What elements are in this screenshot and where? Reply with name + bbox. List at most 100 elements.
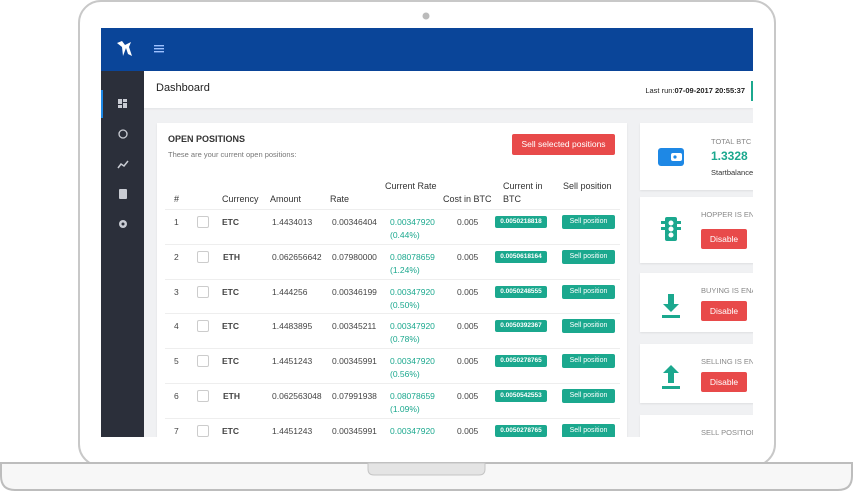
sell-button[interactable]: Sell position <box>562 354 615 369</box>
sell-button[interactable]: Sell position <box>562 389 615 403</box>
currency: ETH <box>223 251 240 262</box>
card-title: OPEN POSITIONS <box>168 134 246 144</box>
status-card: BUYING IS ENABLED Disable <box>640 273 753 332</box>
disable-button[interactable]: Disable <box>701 301 747 321</box>
current-rate: 0.00347920 <box>390 356 435 367</box>
column-header: Current Rate <box>385 181 437 191</box>
page-title: Dashboard <box>156 82 210 94</box>
row-number: 3 <box>174 286 179 297</box>
change-percent: (0.44%) <box>390 230 420 240</box>
screen: Dashboard Last run:07-09-2017 20:55:37 O… <box>101 28 753 437</box>
currency: ETC <box>222 356 239 367</box>
change-percent: (0.50%) <box>390 299 420 310</box>
currency: ETH <box>223 391 240 401</box>
current-btc: 0.0050248555 <box>495 285 547 298</box>
rate: 0.07991938 <box>332 391 377 401</box>
logo <box>117 41 132 56</box>
cost: 0.005 <box>457 251 479 262</box>
current-btc: 0.0050392367 <box>495 320 547 333</box>
change-percent: (1.24%) <box>390 264 420 275</box>
row-divider <box>165 209 620 210</box>
sell-button[interactable]: Sell position <box>562 423 615 437</box>
sell-button[interactable]: Sell position <box>562 319 615 334</box>
row-divider <box>165 417 620 419</box>
sell-selected-button[interactable]: Sell selected positions <box>512 134 615 155</box>
status-card: SELLING IS ENABLED Disable <box>640 344 753 403</box>
checkbox[interactable] <box>197 285 209 298</box>
rate: 0.00345991 <box>332 356 377 367</box>
rate: 0.00345211 <box>332 321 377 332</box>
row-number: 7 <box>174 425 179 436</box>
row-number: 5 <box>174 356 179 367</box>
current-rate: 0.08078659 <box>390 251 435 262</box>
current-btc: 0.0050542553 <box>495 390 547 402</box>
card-icon <box>661 217 681 241</box>
rate: 0.00346199 <box>332 286 377 297</box>
menu-icon[interactable] <box>154 44 166 54</box>
row-number: 1 <box>174 217 179 227</box>
column-header: # <box>174 194 180 204</box>
row-divider <box>165 383 620 384</box>
cost: 0.005 <box>457 356 479 367</box>
card-value: 1.3328 <box>711 149 748 163</box>
active-indicator <box>101 90 103 118</box>
card-subtitle: These are your current open positions: <box>168 150 297 159</box>
sidebar-icons[interactable] <box>117 98 129 238</box>
amount: 1.444256 <box>272 286 308 297</box>
change-percent: (0.78%) <box>390 334 420 345</box>
currency: ETC <box>222 286 239 297</box>
current-btc: 0.0050278765 <box>495 355 547 368</box>
checkbox[interactable] <box>197 390 209 402</box>
change-percent: (0.56%) <box>390 369 420 380</box>
checkbox[interactable] <box>197 250 209 263</box>
card-label: SELLING IS ENABLED <box>701 357 753 366</box>
current-rate: 0.00347920 <box>390 425 435 436</box>
amount: 1.4451243 <box>272 356 313 367</box>
row-divider <box>165 243 620 245</box>
row-number: 4 <box>174 321 179 332</box>
last-run-value: 07-09-2017 20:55:37 <box>674 86 745 95</box>
card-icon <box>662 294 680 318</box>
change-percent: (1.09%) <box>390 404 420 414</box>
checkbox[interactable] <box>197 424 209 437</box>
card-label: BUYING IS ENABLED <box>701 286 753 295</box>
row-divider <box>165 313 620 315</box>
last-run-label: Last run: <box>645 86 675 95</box>
sell-button[interactable]: Sell position <box>562 215 615 229</box>
current-btc: 0.0050278765 <box>495 424 547 437</box>
rate: 0.00345991 <box>332 425 377 436</box>
status-card: SELL POSITIONS <box>640 415 753 437</box>
status-card: HOPPER IS ENABLED Disable <box>640 197 753 263</box>
row-divider <box>165 278 620 280</box>
status-card: TOTAL BTC 1.3328 Startbalance <box>640 123 753 190</box>
currency: ETC <box>222 217 239 227</box>
amount: 1.4483895 <box>272 321 313 332</box>
card-sub: Startbalance <box>711 168 753 177</box>
cost: 0.005 <box>457 425 479 436</box>
column-header: Current in BTC <box>503 181 543 204</box>
rate: 0.00346404 <box>332 217 377 227</box>
top-bar <box>101 28 753 71</box>
amount: 1.4434013 <box>272 217 313 227</box>
sell-button[interactable]: Sell position <box>562 284 615 299</box>
column-header: Amount <box>270 194 302 204</box>
sell-button[interactable]: Sell position <box>562 249 615 264</box>
checkbox[interactable] <box>197 216 209 228</box>
rate: 0.07980000 <box>332 251 377 262</box>
card-label: TOTAL BTC <box>711 137 752 146</box>
accent <box>751 81 753 101</box>
row-divider <box>165 348 620 350</box>
checkbox[interactable] <box>197 355 209 368</box>
cost: 0.005 <box>457 217 479 227</box>
column-header: Cost in BTC <box>443 194 492 204</box>
card-icon <box>658 148 684 166</box>
current-rate: 0.00347920 <box>390 286 435 297</box>
disable-button[interactable]: Disable <box>701 372 747 392</box>
disable-button[interactable]: Disable <box>701 229 747 249</box>
card-label: HOPPER IS ENABLED <box>701 210 753 219</box>
current-rate: 0.08078659 <box>390 391 435 401</box>
checkbox[interactable] <box>197 320 209 333</box>
row-number: 2 <box>174 251 179 262</box>
cost: 0.005 <box>457 391 479 401</box>
sidebar <box>101 71 144 437</box>
